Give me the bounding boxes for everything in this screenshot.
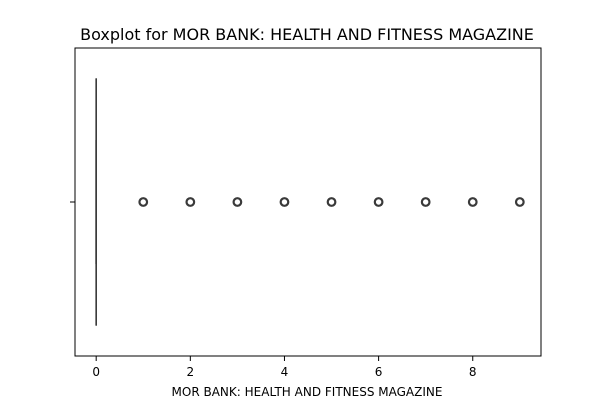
outlier-points <box>138 197 525 207</box>
outlier-point <box>185 197 196 207</box>
outlier-point <box>420 197 431 207</box>
chart-title: Boxplot for MOR BANK: HEALTH AND FITNESS… <box>80 25 534 44</box>
outlier-point <box>373 197 384 207</box>
x-axis-ticks: 0 2 4 6 8 <box>92 356 477 379</box>
x-tick-label: 2 <box>187 365 195 379</box>
outlier-point <box>514 197 525 207</box>
outlier-point <box>467 197 478 207</box>
outlier-point <box>326 197 337 207</box>
x-axis-label: MOR BANK: HEALTH AND FITNESS MAGAZINE <box>172 385 443 399</box>
x-tick-label: 0 <box>92 365 100 379</box>
x-tick-label: 6 <box>375 365 383 379</box>
plot-area-frame <box>74 47 542 357</box>
outlier-point <box>138 197 149 207</box>
outlier-point <box>232 197 243 207</box>
x-tick-label: 4 <box>281 365 289 379</box>
outlier-point <box>279 197 290 207</box>
x-tick-label: 8 <box>469 365 477 379</box>
